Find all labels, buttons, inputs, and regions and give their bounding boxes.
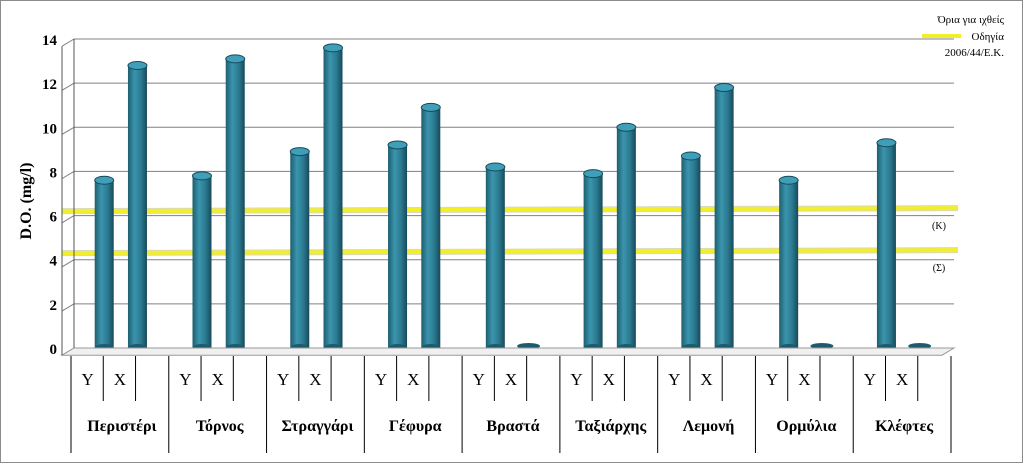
threshold-label: (Κ)	[932, 221, 946, 232]
sub-label: Υ	[375, 370, 387, 389]
category-label: Ταξιάρχης	[575, 418, 646, 435]
bar	[876, 142, 896, 348]
category-label: Τόρνος	[196, 418, 244, 435]
y-tick-label: 12	[42, 77, 57, 93]
sub-label: Υ	[473, 370, 485, 389]
sub-label: Χ	[505, 370, 517, 389]
sub-label: Χ	[798, 370, 810, 389]
category-label: Στραγγάρι	[281, 418, 353, 435]
bar-top	[127, 60, 148, 70]
gridline-depth	[61, 38, 75, 47]
sub-label: Χ	[309, 370, 321, 389]
bar	[779, 180, 799, 348]
threshold-label: (Σ)	[933, 263, 945, 274]
y-axis-label: D.O. (mg/l)	[18, 163, 35, 240]
bar	[681, 155, 701, 348]
bar	[485, 167, 505, 348]
bar-top	[583, 169, 604, 179]
bar-top	[485, 162, 506, 172]
bar-top	[876, 138, 897, 148]
bar-top	[387, 140, 408, 150]
bar-top	[94, 175, 115, 185]
category-label: Γέφυρα	[389, 418, 442, 435]
sub-label: Χ	[407, 370, 419, 389]
sub-label: Χ	[603, 370, 615, 389]
chart-floor	[60, 347, 956, 356]
y-tick-label: 0	[50, 342, 58, 358]
bar	[714, 87, 734, 349]
sub-label: Υ	[766, 370, 778, 389]
category-label: Λεμονή	[683, 418, 735, 435]
bar-top	[680, 151, 701, 161]
bars	[94, 43, 932, 352]
sub-label: Υ	[864, 370, 876, 389]
bar	[388, 144, 408, 348]
gridline-depth	[61, 215, 75, 224]
bar-top	[191, 171, 212, 181]
bar-top	[323, 43, 344, 53]
legend-title: Όρια για ιχθείς	[937, 14, 1005, 26]
category-table: Υ Χ Περιστέρι Υ Χ Τόρνος Υ Χ Στραγγάρι Υ Χ Γέφυρα Υ Χ…	[70, 356, 952, 453]
sub-label: Υ	[81, 370, 93, 389]
sub-label: Υ	[570, 370, 582, 389]
bar-top	[289, 147, 310, 157]
bar	[323, 47, 343, 348]
legend-entry: Οδηγία	[972, 31, 1005, 43]
gridline-depth	[61, 259, 75, 268]
bar-top	[616, 122, 637, 132]
category-label: Περιστέρι	[87, 418, 156, 435]
sub-label: Χ	[212, 370, 224, 389]
gridline-depth	[61, 170, 75, 180]
sub-label: Χ	[896, 370, 908, 389]
gridlines: 0 2 4 6 8 10 12 14	[42, 33, 954, 358]
bar-top	[714, 83, 735, 93]
y-tick-label: 14	[42, 33, 58, 49]
sub-label: Υ	[668, 370, 680, 389]
gridline-depth	[61, 303, 75, 312]
bar	[192, 175, 212, 348]
bar-top	[225, 54, 246, 64]
y-tick-label: 6	[50, 210, 58, 226]
bar	[616, 127, 636, 349]
y-tick-label: 2	[50, 298, 58, 314]
gridline-depth	[61, 82, 75, 91]
y-tick-label: 4	[50, 254, 58, 270]
bar	[583, 173, 603, 348]
bar	[421, 107, 441, 349]
sub-label: Υ	[277, 370, 289, 389]
bar	[94, 180, 114, 348]
bar	[290, 151, 310, 348]
bar	[225, 58, 245, 348]
y-tick-label: 10	[42, 121, 57, 137]
sub-label: Χ	[700, 370, 712, 389]
legend: Όρια για ιχθείς Οδηγία 2006/44/Ε.Κ.	[922, 14, 1005, 59]
gridline-depth	[61, 126, 75, 135]
axes	[60, 39, 956, 356]
bar	[127, 65, 147, 348]
bar-top	[420, 102, 441, 112]
bar-top	[778, 175, 799, 185]
sub-label: Χ	[114, 370, 126, 389]
y-tick-label: 8	[50, 165, 58, 181]
category-label: Ορμύλια	[776, 418, 836, 435]
category-label: Κλέφτες	[875, 418, 933, 435]
sub-label: Υ	[179, 370, 191, 389]
legend-entry-line2: 2006/44/Ε.Κ.	[945, 47, 1005, 59]
category-label: Βραστά	[486, 418, 539, 435]
